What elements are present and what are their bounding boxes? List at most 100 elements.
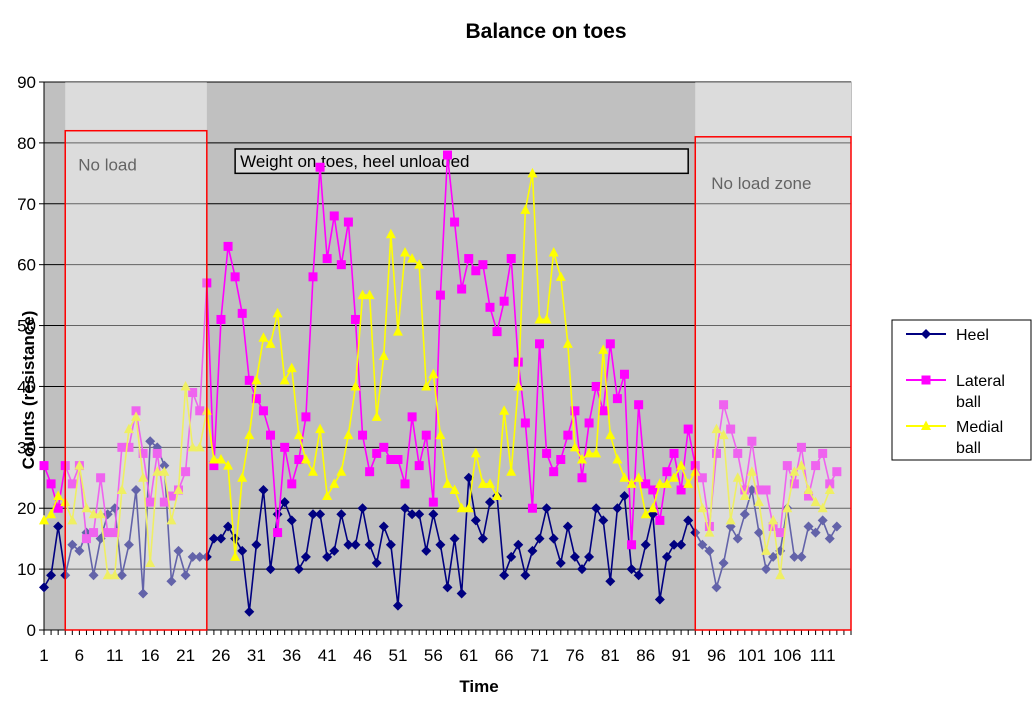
data-point [378, 521, 389, 532]
data-point [230, 551, 241, 561]
data-point [273, 528, 283, 538]
data-point [803, 521, 814, 532]
data-point [117, 442, 127, 452]
data-point [676, 485, 686, 495]
data-point [591, 381, 601, 391]
data-point [96, 473, 106, 483]
y-tick-label: 40 [17, 377, 36, 396]
data-point [506, 551, 517, 562]
data-point [293, 429, 304, 440]
data-point [640, 539, 651, 550]
data-point [223, 521, 234, 532]
data-point [619, 491, 630, 502]
data-point [520, 570, 531, 581]
x-tick-label: 46 [353, 646, 372, 665]
data-point [194, 441, 205, 452]
data-point [719, 400, 729, 410]
data-point [563, 430, 573, 440]
data-point [357, 503, 368, 514]
data-point [230, 272, 240, 282]
data-point [732, 472, 743, 482]
data-point [258, 406, 268, 416]
data-point [831, 521, 842, 532]
data-point [350, 539, 361, 550]
data-point [371, 411, 382, 421]
data-point [584, 418, 594, 428]
data-point [535, 339, 545, 349]
legend-label-lateral-ball: Lateral ball [956, 373, 1005, 411]
data-point [655, 515, 665, 525]
data-point [704, 527, 715, 537]
data-point [562, 338, 573, 348]
data-point [499, 296, 509, 306]
data-point [499, 405, 510, 415]
data-point [194, 551, 205, 562]
data-point [824, 533, 835, 544]
data-point [683, 478, 694, 488]
data-point [138, 588, 149, 599]
data-point [272, 307, 283, 318]
data-point [534, 313, 545, 324]
legend-label-heel: Heel [956, 327, 989, 344]
data-point [492, 327, 502, 337]
data-point [294, 455, 304, 465]
x-tick-label: 96 [707, 646, 726, 665]
data-point [548, 246, 559, 257]
data-point [279, 374, 290, 385]
data-point [329, 211, 339, 221]
data-point [456, 502, 467, 513]
data-point [116, 570, 127, 581]
data-point [782, 502, 793, 513]
data-point [166, 576, 177, 587]
data-point [181, 467, 191, 477]
data-point [577, 564, 587, 575]
data-point [244, 375, 254, 385]
data-point [343, 429, 354, 440]
x-tick-label: 1 [39, 646, 48, 665]
data-point [718, 429, 729, 440]
annotation-no-load-outline [64, 129, 208, 631]
data-point [166, 491, 176, 501]
data-point [378, 350, 389, 360]
legend-label-medial-ball: Medial ball [956, 419, 1003, 457]
data-point [237, 545, 248, 556]
data-point [676, 539, 687, 550]
data-point [123, 539, 134, 550]
data-point [825, 479, 835, 489]
x-tick-label: 6 [75, 646, 84, 665]
data-point [138, 448, 148, 458]
data-point [513, 539, 524, 550]
data-point [392, 600, 403, 611]
data-point [421, 545, 432, 556]
data-point [428, 368, 439, 379]
data-point [443, 150, 452, 160]
data-point [591, 503, 602, 514]
data-point [414, 461, 424, 471]
data-point [336, 509, 347, 520]
data-point [598, 406, 608, 416]
data-point [633, 570, 644, 581]
data-point [89, 528, 99, 538]
data-point [627, 540, 637, 550]
data-point [818, 448, 828, 458]
data-point [315, 423, 326, 434]
data-point [669, 448, 679, 458]
data-point [605, 576, 616, 587]
annotation-no-load: No load [78, 156, 137, 175]
data-point [832, 467, 842, 477]
chart-title: Balance on toes [465, 20, 626, 43]
data-point [39, 461, 49, 471]
data-point [350, 380, 361, 391]
data-point [541, 313, 552, 324]
data-point [648, 485, 658, 495]
data-point [279, 497, 290, 508]
data-point [109, 569, 120, 580]
data-point [470, 515, 481, 526]
data-point [789, 466, 800, 476]
data-point [145, 557, 156, 568]
data-point [513, 380, 524, 391]
data-point [414, 259, 425, 269]
data-point [740, 485, 750, 495]
data-point [400, 246, 411, 257]
data-point [88, 508, 99, 519]
